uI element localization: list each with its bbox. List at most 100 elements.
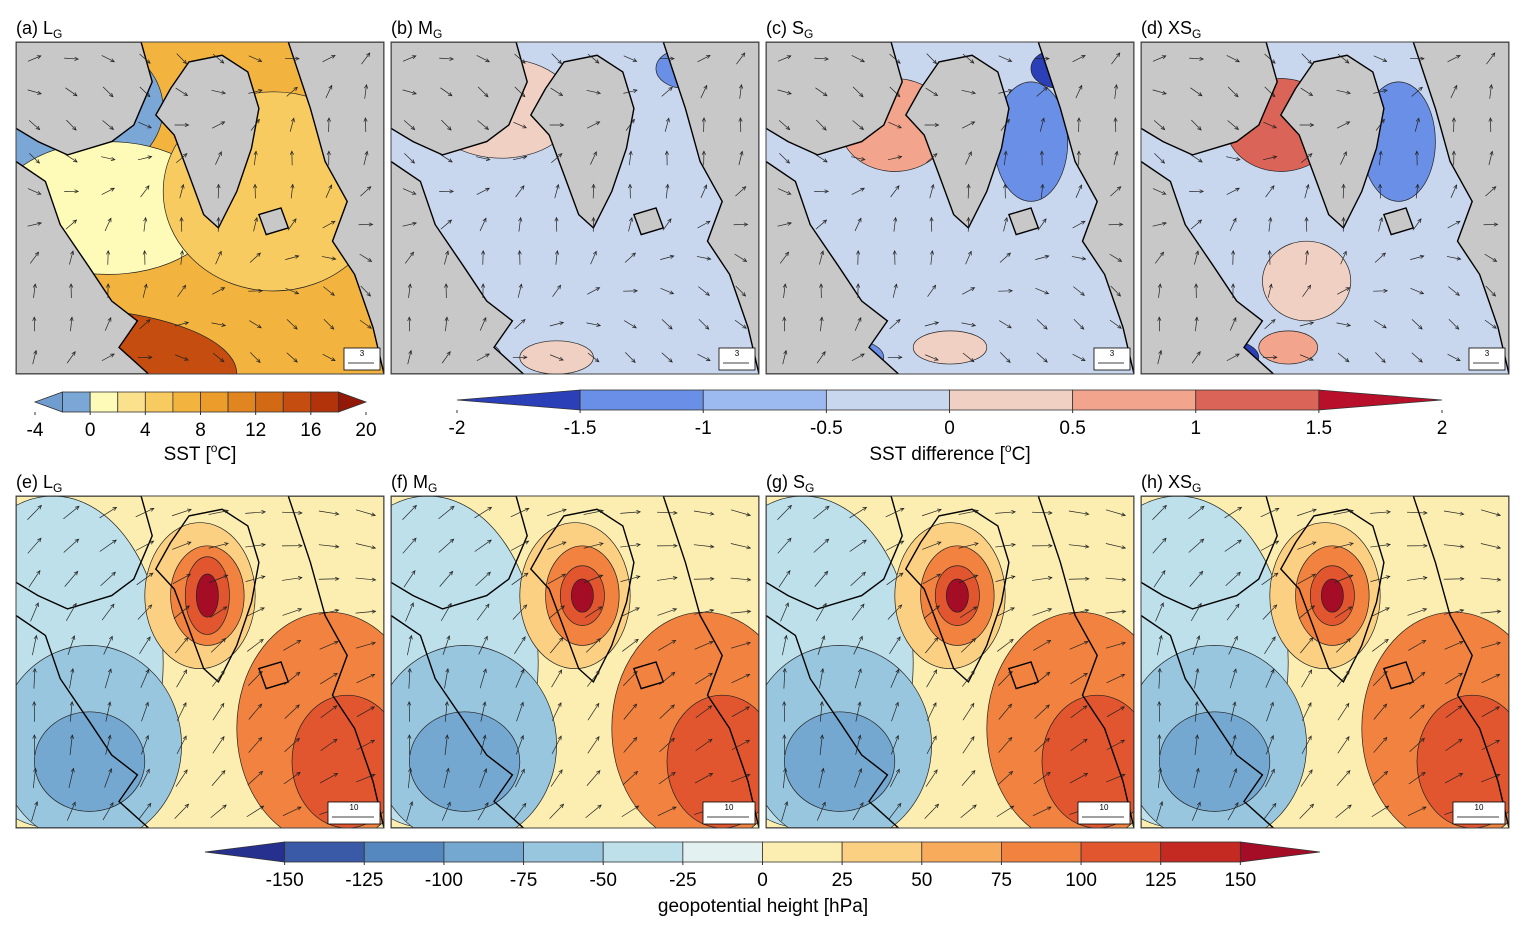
wind-arrowhead xyxy=(1120,673,1126,678)
wind-arrow xyxy=(738,151,743,166)
wind-arrow xyxy=(212,121,225,129)
wind-arrowhead xyxy=(669,254,675,259)
wind-arrowhead xyxy=(145,701,149,707)
wind-arrowhead xyxy=(824,189,830,194)
wind-arrow xyxy=(1194,668,1199,689)
wind-arrow xyxy=(511,572,529,586)
wind-arrow xyxy=(142,284,147,298)
panel-tag: (h) xyxy=(1141,472,1163,492)
colorbar-box xyxy=(602,841,684,863)
wind-arrowhead xyxy=(745,706,751,711)
wind-arrowhead xyxy=(1231,283,1236,288)
wind-arrowhead xyxy=(410,602,414,607)
colorbar-tick-label: 125 xyxy=(1145,870,1177,891)
wind-arrow xyxy=(998,737,1013,753)
wind-arrow xyxy=(283,772,301,785)
wind-arrowhead xyxy=(741,292,747,297)
wind-arrow xyxy=(318,510,339,515)
wind-arrowhead xyxy=(746,577,752,582)
wind-arrowhead xyxy=(145,668,150,674)
wind-arrowhead xyxy=(484,92,489,98)
wind-arrow xyxy=(783,701,786,722)
reference-label: 3 xyxy=(1110,349,1115,358)
wind-arrow xyxy=(1075,184,1082,198)
wind-arrow xyxy=(356,739,375,751)
wind-arrowhead xyxy=(184,803,190,809)
wind-arrowhead xyxy=(709,511,715,516)
wind-arrowhead xyxy=(897,124,902,129)
wind-arrow xyxy=(1337,703,1350,721)
wind-arrow xyxy=(139,86,151,97)
wind-arrowhead xyxy=(1385,575,1391,580)
wind-arrowhead xyxy=(1116,52,1121,57)
wind-arrowhead xyxy=(334,576,340,581)
wind-arrowhead xyxy=(559,122,565,128)
wind-arrowhead xyxy=(522,124,527,129)
wind-arrow xyxy=(323,286,335,296)
wind-arrowhead xyxy=(1346,90,1352,95)
wind-arrowhead xyxy=(1008,670,1013,676)
colorbar-box xyxy=(1072,389,1197,411)
wind-arrow xyxy=(853,636,863,655)
wind-arrow xyxy=(477,86,489,97)
wind-arrow xyxy=(736,52,746,65)
wind-arrow xyxy=(402,55,416,62)
colorbar-tick-label: 100 xyxy=(1065,870,1097,891)
wind-arrowhead xyxy=(668,325,673,330)
wind-arrow xyxy=(962,287,975,295)
wind-arrow xyxy=(1372,771,1388,786)
wind-arrowhead xyxy=(635,607,640,612)
wind-arrow xyxy=(1036,352,1048,363)
wind-arrowhead xyxy=(109,92,114,98)
panel-label: (f) MG xyxy=(391,472,437,495)
wind-arrow xyxy=(1264,86,1276,97)
wind-arrowhead xyxy=(862,539,867,544)
wind-arrow xyxy=(174,322,189,327)
wind-arrowhead xyxy=(1157,734,1162,739)
wind-arrowhead xyxy=(672,806,677,811)
wind-arrow xyxy=(1414,118,1420,132)
wind-arrowhead xyxy=(1042,218,1047,223)
field-patch xyxy=(1320,578,1344,613)
wind-arrow xyxy=(1337,352,1350,363)
wind-arrowhead xyxy=(824,56,830,61)
wind-arrowhead xyxy=(1459,576,1465,581)
wind-arrowhead xyxy=(261,510,266,515)
wind-arrowhead xyxy=(220,287,226,292)
wind-arrow xyxy=(782,635,787,656)
wind-arrowhead xyxy=(72,219,78,224)
wind-arrowhead xyxy=(1267,249,1272,255)
panel-label: (c) SG xyxy=(766,18,813,41)
wind-arrow xyxy=(999,252,1011,263)
wind-arrowhead xyxy=(326,150,331,155)
wind-arrow xyxy=(1226,55,1240,63)
wind-arrow xyxy=(27,538,42,554)
wind-arrow xyxy=(695,738,713,752)
wind-arrowhead xyxy=(860,353,865,358)
wind-arrow xyxy=(1263,121,1277,129)
wind-arrow xyxy=(962,703,975,721)
wind-arrowhead xyxy=(183,92,189,97)
wind-arrowhead xyxy=(819,283,824,288)
wind-arrowhead xyxy=(1491,292,1497,297)
wind-arrow xyxy=(1068,609,1089,615)
wind-arrow xyxy=(440,154,453,163)
wind-arrow xyxy=(893,217,897,232)
wind-arrow xyxy=(1265,669,1275,688)
wind-arrow xyxy=(1447,220,1461,229)
wind-arrowhead xyxy=(708,772,714,777)
wind-arrowhead xyxy=(294,254,300,259)
wind-arrow xyxy=(28,570,41,588)
wind-arrow xyxy=(698,286,710,296)
wind-arrowhead xyxy=(147,604,153,609)
wind-arrow xyxy=(662,218,672,231)
wind-arrow xyxy=(283,640,301,651)
wind-arrow xyxy=(735,285,746,297)
wind-arrow xyxy=(1301,53,1312,64)
wind-arrow xyxy=(1337,53,1350,64)
wind-arrow xyxy=(102,86,114,97)
wind-arrowhead xyxy=(1420,704,1425,709)
wind-arrowhead xyxy=(407,667,412,673)
wind-arrow xyxy=(515,185,525,198)
wind-arrowhead xyxy=(861,571,866,577)
